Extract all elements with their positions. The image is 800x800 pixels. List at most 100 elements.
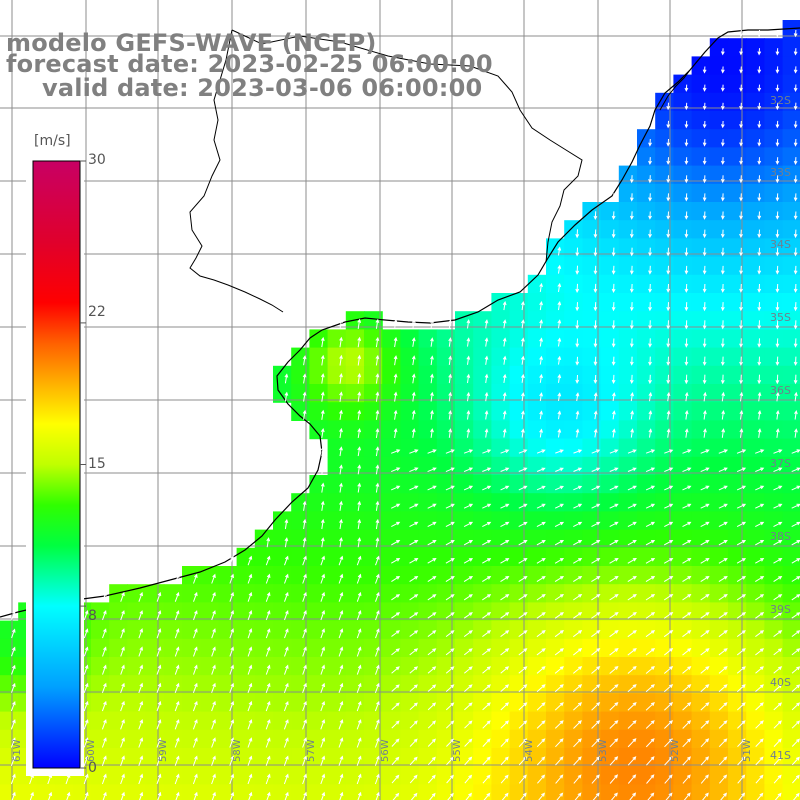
wind-vector-arrow — [536, 521, 546, 528]
wind-vector-arrow — [611, 428, 616, 438]
wind-speed-cell — [709, 402, 729, 421]
wind-speed-cell — [691, 329, 711, 349]
wind-vector-arrow — [793, 193, 798, 202]
wind-vector-arrow — [791, 756, 800, 766]
wind-speed-cell — [200, 675, 219, 694]
wind-speed-cell — [618, 475, 638, 494]
wind-speed-cell — [218, 675, 238, 694]
wind-vector-arrow — [393, 428, 398, 438]
wind-vector-arrow — [466, 391, 471, 402]
wind-speed-cell — [691, 766, 711, 785]
wind-speed-cell — [182, 729, 201, 749]
wind-speed-cell — [455, 657, 474, 676]
wind-speed-cell — [527, 784, 547, 800]
wind-speed-cell — [291, 566, 310, 585]
wind-vector-arrow — [700, 612, 710, 619]
wind-speed-cell — [691, 311, 711, 330]
wind-speed-cell — [600, 475, 620, 494]
wind-vector-arrow — [391, 774, 400, 784]
wind-vector-arrow — [445, 612, 455, 619]
wind-speed-cell — [673, 784, 693, 800]
wind-speed-cell — [327, 602, 347, 622]
wind-vector-arrow — [409, 485, 419, 491]
wind-vector-arrow — [338, 610, 344, 621]
wind-vector-arrow — [682, 738, 692, 748]
wind-speed-cell — [455, 456, 474, 476]
wind-vector-arrow — [156, 646, 162, 657]
wind-speed-cell — [345, 693, 365, 713]
wind-vector-arrow — [482, 756, 491, 766]
wind-vector-arrow — [573, 630, 583, 638]
wind-speed-cell — [273, 729, 292, 749]
wind-vector-arrow — [248, 791, 253, 800]
wind-vector-arrow — [645, 539, 656, 546]
wind-vector-arrow — [575, 302, 580, 312]
wind-speed-cell — [582, 748, 602, 767]
wind-speed-cell — [473, 638, 492, 658]
wind-speed-cell — [655, 220, 674, 239]
wind-speed-cell — [600, 729, 620, 749]
wind-speed-cell — [618, 711, 638, 731]
wind-speed-cell — [0, 675, 19, 694]
wind-speed-cell — [546, 693, 565, 713]
wind-vector-arrow — [755, 684, 764, 692]
wind-speed-cell — [746, 311, 765, 330]
wind-vector-arrow — [500, 521, 510, 528]
wind-speed-cell — [491, 365, 511, 385]
wind-speed-cell — [509, 293, 529, 312]
wind-speed-cell — [564, 547, 583, 567]
wind-vector-arrow — [664, 485, 674, 491]
wind-speed-cell — [509, 402, 529, 421]
wind-vector-arrow — [229, 737, 235, 748]
wind-speed-cell — [637, 784, 656, 800]
wind-speed-cell — [182, 675, 201, 694]
wind-vector-arrow — [573, 720, 582, 729]
wind-speed-cell — [436, 420, 456, 440]
wind-speed-cell — [382, 657, 401, 676]
wind-vector-arrow — [500, 666, 510, 674]
wind-speed-cell — [709, 675, 729, 694]
wind-vector-arrow — [609, 449, 619, 454]
wind-vector-arrow — [393, 355, 398, 366]
wind-speed-cell — [709, 748, 729, 767]
wind-speed-cell — [600, 347, 620, 367]
wind-vector-arrow — [627, 684, 637, 693]
wind-vector-arrow — [102, 591, 107, 602]
wind-vector-arrow — [702, 229, 707, 239]
wind-vector-arrow — [284, 646, 289, 657]
wind-speed-cell — [309, 420, 329, 440]
wind-vector-arrow — [775, 120, 780, 129]
wind-speed-cell — [163, 729, 183, 749]
wind-speed-cell — [327, 620, 347, 640]
wind-vector-arrow — [427, 558, 437, 564]
wind-vector-arrow — [572, 666, 583, 674]
wind-vector-arrow — [339, 537, 343, 548]
wind-vector-arrow — [484, 428, 489, 438]
wind-vector-arrow — [536, 467, 546, 472]
wind-vector-arrow — [739, 48, 743, 56]
wind-speed-cell — [709, 420, 729, 440]
wind-speed-cell — [546, 711, 565, 731]
wind-vector-arrow — [247, 664, 253, 675]
wind-vector-arrow — [720, 356, 725, 366]
wind-speed-cell — [655, 475, 674, 494]
wind-speed-cell — [782, 38, 800, 57]
wind-speed-cell — [564, 293, 583, 312]
wind-vector-arrow — [610, 792, 618, 800]
wind-speed-cell — [564, 529, 583, 549]
wind-vector-arrow — [463, 467, 474, 473]
wind-vector-arrow — [445, 648, 455, 656]
wind-vector-arrow — [448, 355, 452, 365]
wind-vector-arrow — [265, 737, 271, 748]
wind-speed-cell — [655, 111, 674, 130]
wind-speed-cell — [509, 493, 529, 512]
wind-vector-arrow — [629, 320, 634, 330]
wind-speed-cell — [436, 347, 456, 367]
wind-speed-cell — [691, 456, 711, 476]
wind-vector-arrow — [193, 610, 198, 621]
wind-vector-arrow — [320, 573, 325, 584]
wind-vector-arrow — [302, 791, 307, 800]
wind-speed-cell — [618, 657, 638, 676]
wind-speed-cell — [691, 129, 711, 148]
wind-vector-arrow — [120, 737, 125, 748]
